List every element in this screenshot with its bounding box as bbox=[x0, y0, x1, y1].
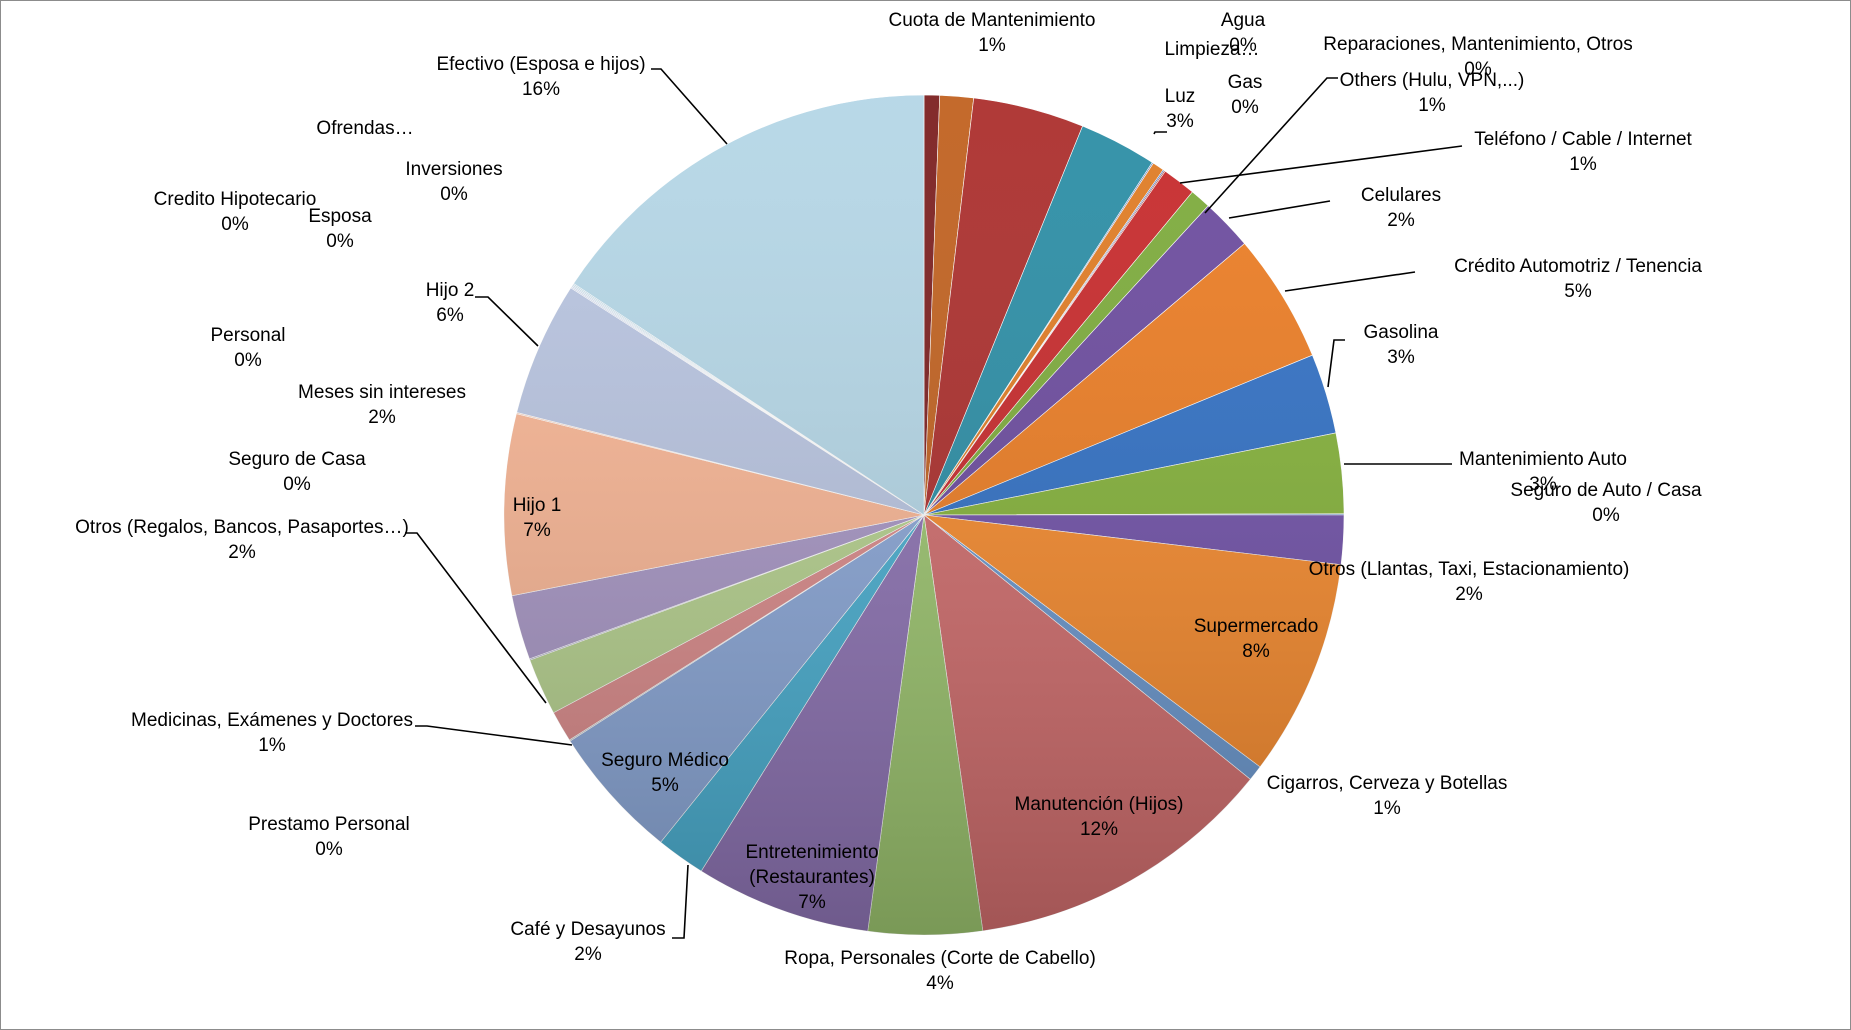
leader-line-celulares bbox=[1228, 200, 1331, 219]
data-label-mantenimiento-auto: Mantenimiento Auto 3% bbox=[1459, 449, 1627, 495]
data-label-cuota-de-mantenimiento: Cuota de Mantenimiento 1% bbox=[888, 10, 1095, 56]
data-label-hijo-1: Hijo 1 7% bbox=[513, 495, 562, 541]
data-label-esposa: Esposa 0% bbox=[308, 206, 372, 252]
leader-line-telefono-cable-internet bbox=[1179, 145, 1463, 184]
data-label-inversiones: Inversiones 0% bbox=[405, 159, 502, 205]
leader-lines bbox=[405, 68, 1463, 939]
data-label-agua: Agua 0% bbox=[1221, 10, 1266, 56]
leader-line-gasolina bbox=[1327, 339, 1345, 388]
data-label-otros-regalos-bancos-pasaportes: Otros (Regalos, Bancos, Pasaportes…) 2% bbox=[75, 517, 409, 563]
data-label-gas: Gas 0% bbox=[1228, 72, 1263, 118]
data-label-seguro-de-auto-casa: Seguro de Auto / Casa 0% bbox=[1510, 480, 1702, 526]
data-label-personal: Personal 0% bbox=[211, 325, 286, 371]
data-label-luz: Luz 3% bbox=[1165, 86, 1196, 132]
leader-line-others-hulu-vpn bbox=[1204, 77, 1338, 214]
data-label-cigarros-cerveza-y-botellas: Cigarros, Cerveza y Botellas 1% bbox=[1267, 773, 1508, 819]
leader-line-hijo-2 bbox=[475, 296, 539, 347]
data-label-ropa-personales-corte-de-cabello: Ropa, Personales (Corte de Cabello) 4% bbox=[784, 948, 1096, 994]
data-label-manutencion-hijos: Manutención (Hijos) 12% bbox=[1015, 794, 1184, 840]
leader-line-otros-regalos-bancos-pasaportes bbox=[405, 532, 547, 704]
data-label-telefono-cable-internet: Teléfono / Cable / Internet 1% bbox=[1474, 129, 1692, 175]
leader-line-efectivo-esposa-e-hijos bbox=[651, 68, 728, 145]
leader-line-medicinas-examenes-y-doctores bbox=[415, 725, 573, 746]
data-label-reparaciones-mantenimiento-otros: Reparaciones, Mantenimiento, Otros 0% bbox=[1323, 34, 1632, 80]
data-label-hijo-2: Hijo 2 6% bbox=[426, 280, 475, 326]
data-label-celulares: Celulares 2% bbox=[1361, 185, 1441, 231]
data-label-gasolina: Gasolina 3% bbox=[1364, 322, 1439, 368]
leader-line-luz bbox=[1153, 131, 1167, 135]
leader-line-credito-automotriz-tenencia bbox=[1284, 271, 1416, 292]
data-label-supermercado: Supermercado 8% bbox=[1194, 616, 1319, 662]
data-label-seguro-de-casa: Seguro de Casa 0% bbox=[228, 449, 366, 495]
slice-labels: Cuota de Mantenimiento 1% Luz 3% Agua 0%Limpi… bbox=[75, 10, 1702, 994]
data-label-prestamo-personal: Prestamo Personal 0% bbox=[248, 814, 410, 860]
data-label-seguro-medico: Seguro Médico 5% bbox=[601, 750, 729, 796]
data-label-others-hulu-vpn: Others (Hulu, VPN,...) 1% bbox=[1340, 70, 1525, 116]
data-label-medicinas-examenes-y-doctores: Medicinas, Exámenes y Doctores 1% bbox=[131, 710, 413, 756]
data-label-ofrendas: Ofrendas… bbox=[316, 118, 413, 139]
data-label-cafe-y-desayunos: Café y Desayunos 2% bbox=[510, 919, 665, 965]
data-label-entretenimiento-restaurantes: Entretenimiento (Restaurantes) 7% bbox=[745, 842, 878, 913]
data-label-efectivo-esposa-e-hijos: Efectivo (Esposa e hijos) 16% bbox=[436, 54, 645, 100]
data-label-credito-hipotecario: Credito Hipotecario 0% bbox=[154, 189, 317, 235]
data-label-meses-sin-intereses: Meses sin intereses 2% bbox=[298, 382, 466, 428]
pie-slices bbox=[503, 94, 1345, 936]
leader-line-cafe-y-desayunos bbox=[672, 864, 689, 939]
data-label-otros-llantas-taxi-estacionamiento: Otros (Llantas, Taxi, Estacionamiento) 2% bbox=[1309, 559, 1630, 605]
data-label-limpieza: Limpieza… bbox=[1164, 39, 1259, 60]
data-label-credito-automotriz-tenencia: Crédito Automotriz / Tenencia 5% bbox=[1454, 256, 1702, 302]
